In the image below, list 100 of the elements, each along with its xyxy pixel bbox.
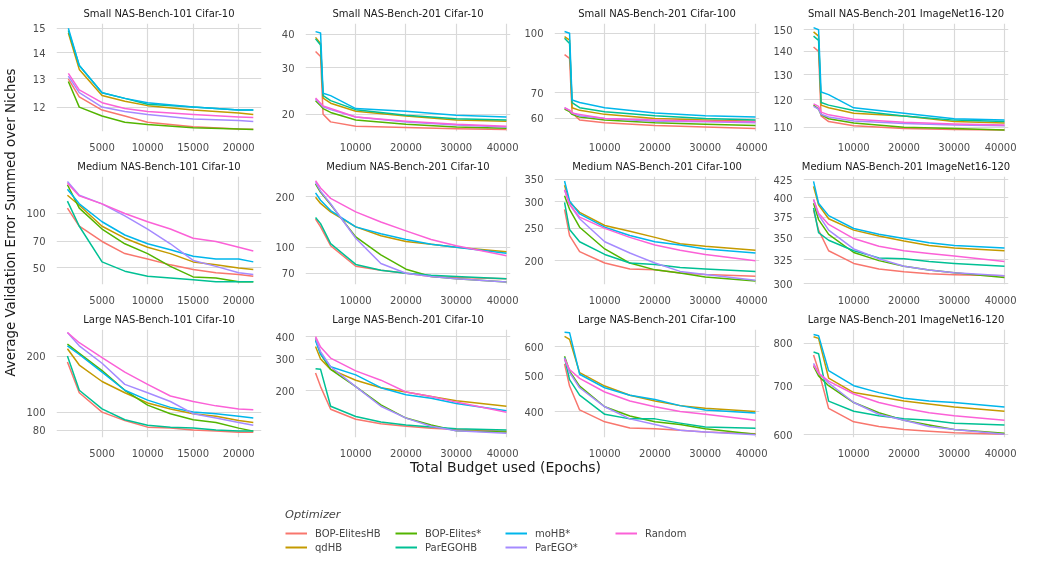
x-tick-label: 30000 <box>938 294 971 306</box>
x-tick-label: 20000 <box>390 141 422 153</box>
y-axis-title: Average Validation Error Summed over Niches <box>3 68 18 377</box>
x-tick-label: 40000 <box>486 294 519 306</box>
x-tick-label: 40000 <box>735 141 768 153</box>
x-tick-label: 5000 <box>89 294 115 306</box>
y-tick-label: 350 <box>524 174 544 186</box>
y-tick-label: 425 <box>773 174 793 186</box>
chart-title: Small NAS-Bench-201 Cifar-100 <box>578 7 736 19</box>
x-tick-label: 30000 <box>440 141 473 153</box>
y-tick-label: 100 <box>26 407 46 419</box>
y-tick-label: 200 <box>26 351 46 363</box>
y-tick-label: 350 <box>773 232 793 244</box>
x-tick-label: 30000 <box>938 141 971 153</box>
chart-title: Medium NAS-Bench-201 Cifar-10 <box>326 160 490 172</box>
y-tick-label: 100 <box>26 208 46 220</box>
y-tick-label: 200 <box>275 191 295 203</box>
x-tick-label: 30000 <box>689 294 722 306</box>
x-tick-label: 5000 <box>89 141 115 153</box>
y-tick-label: 300 <box>773 278 793 290</box>
x-tick-label: 40000 <box>486 447 519 459</box>
x-tick-label: 20000 <box>639 447 671 459</box>
y-tick-label: 110 <box>773 122 793 134</box>
y-tick-label: 70 <box>32 236 46 248</box>
x-tick-label: 30000 <box>440 447 473 459</box>
y-tick-label: 200 <box>524 255 544 267</box>
x-tick-label: 15000 <box>177 141 210 153</box>
x-tick-label: 40000 <box>735 447 768 459</box>
legend-label: BOP-Elites* <box>425 527 483 539</box>
y-tick-label: 40 <box>281 29 295 41</box>
x-tick-label: 10000 <box>837 141 870 153</box>
x-tick-label: 10000 <box>588 141 621 153</box>
y-tick-label: 15 <box>32 23 46 35</box>
y-tick-label: 13 <box>32 73 46 85</box>
chart-title: Large NAS-Bench-201 ImageNet16-120 <box>807 313 1005 325</box>
y-tick-label: 60 <box>530 113 544 125</box>
chart-title: Medium NAS-Bench-201 ImageNet16-120 <box>801 160 1011 172</box>
legend-label: qdHB <box>315 541 344 553</box>
y-tick-label: 12 <box>32 102 46 114</box>
x-tick-label: 30000 <box>689 141 722 153</box>
y-tick-label: 400 <box>524 406 544 418</box>
x-tick-label: 20000 <box>390 447 422 459</box>
chart-title: Large NAS-Bench-201 Cifar-100 <box>578 313 736 325</box>
x-tick-label: 10000 <box>588 447 621 459</box>
y-tick-label: 30 <box>281 62 295 74</box>
x-axis-title: Total Budget used (Epochs) <box>408 458 602 475</box>
x-tick-label: 20000 <box>888 141 920 153</box>
x-tick-label: 40000 <box>984 141 1017 153</box>
x-tick-label: 20000 <box>639 141 671 153</box>
legend-label: ParEGO* <box>535 541 579 553</box>
y-tick-label: 325 <box>773 254 793 266</box>
x-tick-label: 20000 <box>222 447 255 459</box>
x-tick-label: 10000 <box>339 294 372 306</box>
legend-label: ParEGOHB <box>425 541 479 553</box>
chart-title: Small NAS-Bench-101 Cifar-10 <box>83 7 235 19</box>
y-tick-label: 70 <box>530 87 544 99</box>
legend-label: Random <box>645 527 688 539</box>
x-tick-label: 10000 <box>131 447 164 459</box>
y-tick-label: 200 <box>275 385 295 397</box>
x-tick-label: 10000 <box>131 294 164 306</box>
y-tick-label: 130 <box>773 69 793 81</box>
y-tick-label: 500 <box>524 370 544 382</box>
chart-title: Large NAS-Bench-101 Cifar-10 <box>83 313 235 325</box>
x-tick-label: 10000 <box>131 141 164 153</box>
y-tick-label: 600 <box>773 429 793 441</box>
x-tick-label: 10000 <box>588 294 621 306</box>
x-tick-label: 5000 <box>89 447 115 459</box>
y-tick-label: 20 <box>281 109 295 121</box>
y-tick-label: 150 <box>773 24 793 36</box>
x-tick-label: 30000 <box>938 447 971 459</box>
y-tick-label: 700 <box>773 380 793 392</box>
chart-title: Small NAS-Bench-201 Cifar-10 <box>332 7 484 19</box>
y-tick-label: 800 <box>773 338 793 350</box>
y-tick-label: 80 <box>32 425 46 437</box>
x-tick-label: 10000 <box>837 294 870 306</box>
x-tick-label: 30000 <box>689 447 722 459</box>
x-tick-label: 20000 <box>222 294 255 306</box>
y-tick-label: 375 <box>773 212 793 224</box>
x-tick-label: 15000 <box>177 294 210 306</box>
y-tick-label: 300 <box>524 196 544 208</box>
x-tick-label: 40000 <box>486 141 519 153</box>
x-tick-label: 30000 <box>440 294 473 306</box>
x-tick-label: 20000 <box>888 294 920 306</box>
y-tick-label: 100 <box>275 242 295 254</box>
y-tick-label: 600 <box>524 341 544 353</box>
y-tick-label: 100 <box>524 28 544 40</box>
legend-title: Optimizer <box>285 507 342 521</box>
y-tick-label: 120 <box>773 94 793 106</box>
y-tick-label: 140 <box>773 46 793 58</box>
x-tick-label: 40000 <box>984 447 1017 459</box>
y-tick-label: 14 <box>32 47 46 59</box>
chart-title: Medium NAS-Bench-101 Cifar-10 <box>77 160 241 172</box>
legend-label: moHB* <box>535 527 572 539</box>
x-tick-label: 10000 <box>837 447 870 459</box>
x-tick-label: 10000 <box>339 447 372 459</box>
x-tick-label: 15000 <box>177 447 210 459</box>
chart-title: Large NAS-Bench-201 Cifar-10 <box>332 313 484 325</box>
x-tick-label: 20000 <box>888 447 920 459</box>
x-tick-label: 20000 <box>639 294 671 306</box>
y-tick-label: 300 <box>275 354 295 366</box>
